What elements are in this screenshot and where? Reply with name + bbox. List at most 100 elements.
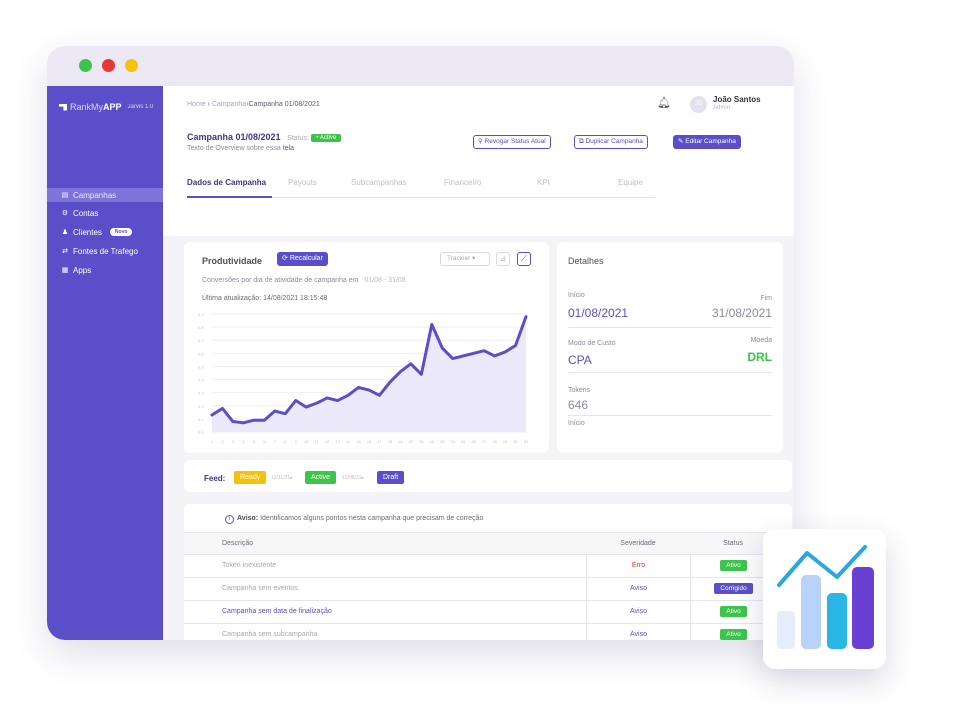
tab-dados-de-campanha[interactable]: Dados de Campanha — [187, 178, 267, 187]
revoke-status-button[interactable]: ⚲ Revogar Status Atual — [473, 135, 551, 149]
data-point[interactable] — [315, 402, 318, 404]
table-row[interactable]: Campanha sem eventos Aviso Corrigido — [184, 578, 776, 601]
data-point[interactable] — [389, 381, 391, 383]
data-point[interactable] — [399, 370, 402, 373]
tracker-select[interactable]: Trackier ▾ — [440, 252, 490, 266]
feed-active-label: Active — [311, 474, 331, 481]
data-point[interactable] — [493, 355, 496, 357]
x-tick-label: 20 — [409, 439, 414, 444]
close-dot[interactable] — [102, 59, 115, 72]
new-badge: Novo — [109, 228, 133, 236]
feed-active-badge[interactable]: Active — [305, 471, 337, 484]
version-label: Jarvis 1.0 — [127, 104, 154, 110]
tab-bar: Dados de Campanha Payouts Subcampanhas F… — [187, 178, 655, 198]
data-point[interactable] — [274, 410, 276, 412]
sidebar-item-contas[interactable]: ⚙ Contas — [47, 206, 163, 220]
data-point[interactable] — [431, 323, 433, 326]
chart-subtitle-text: Conversões por dia de atividade de campa… — [202, 277, 359, 284]
feed-ready-badge[interactable]: Ready — [234, 471, 267, 484]
data-point[interactable] — [336, 399, 339, 402]
warning-notice-text: Identificamos alguns pontos nesta campan… — [260, 515, 484, 522]
data-point[interactable] — [305, 406, 307, 408]
feed-draft-label: Draft — [383, 474, 399, 481]
sidebar-item-clientes[interactable]: ♟ Clientes Novo — [47, 225, 163, 239]
x-tick-label: 26 — [471, 439, 476, 444]
table-row[interactable]: Token inexistente Erro Ativo — [184, 555, 776, 578]
data-point[interactable] — [525, 315, 527, 318]
data-point[interactable] — [410, 363, 412, 365]
tab-equipe[interactable]: Equipe — [618, 178, 643, 187]
data-point[interactable] — [451, 357, 454, 360]
tab-financeiro[interactable]: Financeiro — [444, 178, 482, 187]
minimize-dot[interactable] — [125, 59, 138, 72]
data-point[interactable] — [514, 344, 517, 347]
status-badge[interactable]: Ativo — [720, 629, 747, 640]
overview-text: Texto de Overview sobre essa tela — [187, 145, 294, 152]
data-point[interactable] — [462, 355, 465, 357]
logo[interactable]: Rank My APP Jarvis 1.0 — [59, 102, 153, 112]
start-label: Início — [568, 292, 585, 299]
table-row[interactable]: Campanha sem data de finalização Aviso A… — [184, 601, 776, 624]
overview-body: Texto de Overview sobre essa — [187, 145, 283, 152]
tab-payouts[interactable]: Payouts — [288, 178, 317, 187]
data-point[interactable] — [504, 351, 506, 353]
recalculate-button[interactable]: ⟳ Recalcular — [277, 252, 328, 266]
divider — [568, 327, 772, 328]
data-point[interactable] — [347, 394, 349, 397]
bar-chart-toggle-icon[interactable]: ⊿ — [496, 252, 510, 266]
sidebar-item-campanhas[interactable]: ▤ Campanhas — [47, 188, 163, 202]
sidebar-item-label: Campanhas — [73, 190, 117, 200]
overview-link[interactable]: tela — [282, 145, 295, 152]
end-value: 31/08/2021 — [711, 306, 772, 320]
user-role: Admin — [713, 105, 731, 111]
currency-value: DRL — [747, 350, 772, 364]
breadcrumb-home[interactable]: Home — [187, 101, 206, 108]
line-chart-toggle-icon[interactable]: ⟋ — [517, 252, 531, 266]
sidebar-item-fontes[interactable]: ⇄ Fontes de Trafego — [47, 244, 163, 258]
data-point[interactable] — [472, 352, 475, 355]
people-icon: ♟ — [61, 229, 69, 236]
feed-label: Feed: — [204, 474, 226, 483]
data-point[interactable] — [326, 397, 328, 399]
sidebar-item-label: Apps — [73, 265, 92, 275]
breadcrumb-campanha[interactable]: Campanha — [211, 101, 247, 108]
data-point[interactable] — [368, 389, 370, 391]
edit-campaign-button[interactable]: ✎ Editar Campanha — [673, 135, 741, 149]
data-point[interactable] — [242, 422, 245, 424]
feed-date-1-text: 12/11/21 — [271, 475, 291, 481]
x-tick-label: 5 — [253, 439, 256, 444]
data-point[interactable] — [294, 399, 297, 402]
data-point[interactable] — [263, 419, 266, 421]
table-row[interactable]: Campanha sem subcampanha Aviso Ativo — [184, 624, 776, 640]
status-badge[interactable]: Corrigido — [714, 583, 753, 594]
recalculate-label: Recalcular — [289, 255, 323, 262]
data-point[interactable] — [211, 414, 213, 416]
data-point[interactable] — [357, 386, 360, 389]
data-point[interactable] — [221, 407, 224, 410]
data-point[interactable] — [483, 349, 485, 352]
maximize-dot[interactable] — [79, 59, 92, 72]
currency-label: Moeda — [750, 337, 772, 344]
data-point[interactable] — [378, 394, 381, 397]
row-status: Ativo — [690, 555, 776, 577]
data-point[interactable] — [284, 412, 287, 415]
tab-kpi[interactable]: KPI — [537, 178, 550, 187]
feed-draft-badge[interactable]: Draft — [377, 471, 405, 484]
data-point[interactable] — [441, 347, 444, 349]
tab-subcampanhas[interactable]: Subcampanhas — [351, 178, 407, 187]
status-badge[interactable]: Ativo — [720, 606, 747, 617]
data-point[interactable] — [420, 373, 423, 376]
x-tick-label: 21 — [419, 439, 424, 444]
sidebar-item-apps[interactable]: ▦ Apps — [47, 263, 163, 277]
revoke-status-label: Revogar Status Atual — [484, 138, 546, 145]
status-badge[interactable]: Ativo — [720, 560, 747, 571]
avatar[interactable]: JS — [690, 96, 707, 113]
cost-mode-value: CPA — [568, 353, 592, 367]
bell-icon[interactable]: 🔔︎ — [657, 97, 671, 109]
data-point[interactable] — [232, 420, 234, 423]
duplicate-campaign-button[interactable]: ⧉ Duplicar Campanha — [574, 135, 648, 149]
data-point[interactable] — [253, 419, 255, 421]
x-tick-label: 24 — [451, 439, 456, 444]
sidebar-item-label: Contas — [73, 208, 99, 218]
illustration-bar — [777, 611, 795, 649]
